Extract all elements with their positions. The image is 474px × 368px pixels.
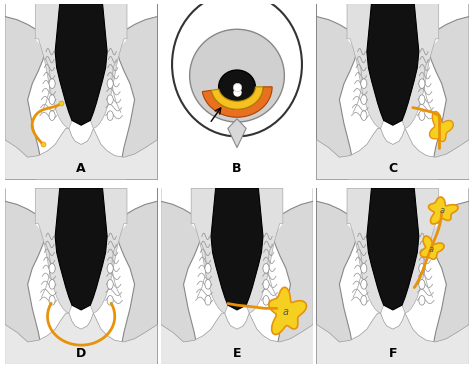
- Ellipse shape: [107, 95, 113, 105]
- Polygon shape: [55, 188, 107, 310]
- Polygon shape: [5, 4, 46, 180]
- Polygon shape: [347, 4, 383, 128]
- Polygon shape: [91, 188, 127, 313]
- Polygon shape: [428, 197, 458, 224]
- Text: a: a: [283, 307, 289, 316]
- Ellipse shape: [190, 29, 284, 122]
- Ellipse shape: [361, 79, 367, 88]
- Polygon shape: [367, 4, 419, 125]
- Ellipse shape: [49, 296, 55, 305]
- Ellipse shape: [172, 0, 302, 137]
- Ellipse shape: [107, 79, 113, 88]
- Ellipse shape: [419, 111, 425, 120]
- Polygon shape: [191, 188, 283, 324]
- Ellipse shape: [205, 263, 211, 273]
- Ellipse shape: [419, 280, 425, 289]
- Polygon shape: [317, 313, 469, 364]
- Polygon shape: [35, 4, 72, 128]
- Polygon shape: [191, 188, 228, 313]
- Ellipse shape: [205, 280, 211, 289]
- Ellipse shape: [49, 263, 55, 273]
- Ellipse shape: [49, 79, 55, 88]
- Text: F: F: [389, 347, 397, 360]
- Polygon shape: [317, 188, 358, 364]
- Polygon shape: [5, 128, 157, 180]
- Polygon shape: [347, 188, 383, 313]
- Polygon shape: [116, 188, 157, 364]
- Polygon shape: [347, 4, 439, 139]
- Polygon shape: [35, 4, 127, 139]
- Text: D: D: [76, 347, 86, 360]
- Polygon shape: [317, 4, 358, 180]
- Polygon shape: [317, 128, 469, 180]
- Text: a: a: [428, 245, 434, 254]
- Ellipse shape: [419, 79, 425, 88]
- Ellipse shape: [49, 111, 55, 120]
- Polygon shape: [91, 4, 127, 128]
- Polygon shape: [211, 87, 263, 109]
- Ellipse shape: [263, 280, 269, 289]
- Ellipse shape: [361, 111, 367, 120]
- Polygon shape: [55, 4, 107, 125]
- Text: C: C: [388, 162, 397, 175]
- Text: a: a: [439, 206, 444, 215]
- Ellipse shape: [361, 280, 367, 289]
- Polygon shape: [367, 188, 419, 310]
- Ellipse shape: [263, 296, 269, 305]
- Polygon shape: [161, 188, 202, 364]
- Polygon shape: [211, 188, 263, 310]
- Polygon shape: [272, 188, 313, 364]
- Ellipse shape: [419, 263, 425, 273]
- Polygon shape: [5, 313, 157, 364]
- Polygon shape: [428, 188, 469, 364]
- Ellipse shape: [361, 296, 367, 305]
- Ellipse shape: [419, 296, 425, 305]
- Polygon shape: [269, 287, 307, 335]
- Ellipse shape: [361, 95, 367, 105]
- Polygon shape: [428, 4, 469, 180]
- Ellipse shape: [263, 263, 269, 273]
- Polygon shape: [116, 4, 157, 180]
- Polygon shape: [228, 119, 246, 148]
- Polygon shape: [402, 4, 439, 128]
- Ellipse shape: [361, 263, 367, 273]
- Ellipse shape: [107, 296, 113, 305]
- Polygon shape: [202, 87, 272, 117]
- Ellipse shape: [219, 70, 255, 104]
- Polygon shape: [5, 188, 46, 364]
- Ellipse shape: [107, 111, 113, 120]
- Text: B: B: [232, 162, 242, 175]
- Text: E: E: [233, 347, 241, 360]
- Polygon shape: [429, 112, 453, 141]
- Polygon shape: [35, 188, 72, 313]
- Polygon shape: [35, 188, 127, 324]
- Polygon shape: [402, 188, 439, 313]
- Polygon shape: [161, 313, 313, 364]
- Polygon shape: [347, 188, 439, 324]
- Ellipse shape: [205, 296, 211, 305]
- Ellipse shape: [49, 95, 55, 105]
- Ellipse shape: [107, 263, 113, 273]
- Ellipse shape: [107, 280, 113, 289]
- Ellipse shape: [49, 280, 55, 289]
- Polygon shape: [420, 236, 444, 259]
- Polygon shape: [246, 188, 283, 313]
- Ellipse shape: [419, 95, 425, 105]
- Text: A: A: [76, 162, 86, 175]
